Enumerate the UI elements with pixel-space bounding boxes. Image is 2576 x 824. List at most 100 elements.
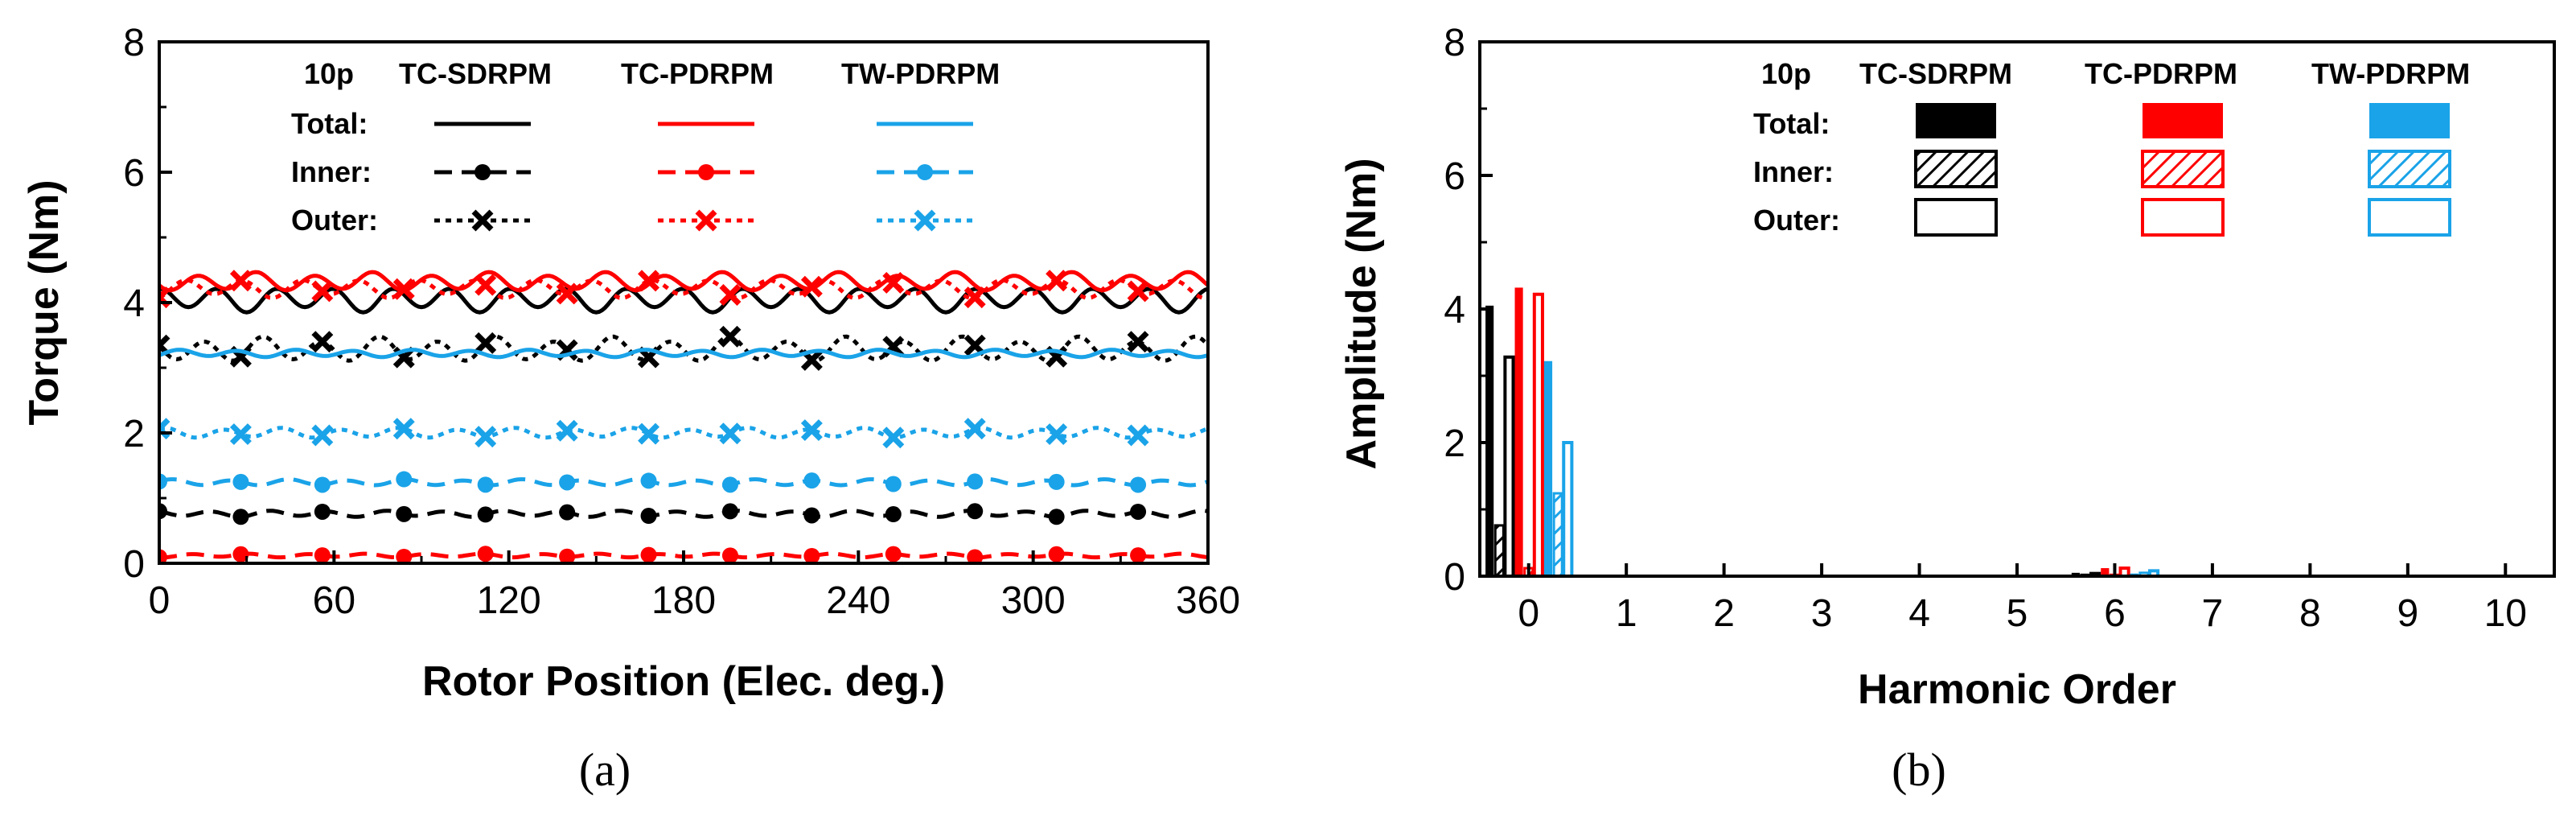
b-xtick-label: 1	[1616, 592, 1637, 635]
a-legend-swatches	[434, 122, 973, 232]
a-ytick-label: 2	[123, 413, 145, 455]
a-point-tc-pdrpm-outer	[311, 280, 334, 303]
a-legend-swatch-tc-pdrpm-inner	[658, 164, 754, 180]
a-point-tw-pdrpm-outer	[556, 419, 578, 442]
a-panel-label: (a)	[579, 744, 631, 796]
b-bar-tc-sdrpm-total	[2071, 572, 2080, 576]
a-point-tc-pdrpm-outer	[882, 271, 905, 294]
a-point-tw-pdrpm-outer	[1046, 423, 1068, 446]
a-point-tc-pdrpm-inner	[1048, 546, 1065, 562]
a-point-tc-sdrpm-inner	[477, 506, 494, 523]
b-series-tc-sdrpm-inner	[1493, 524, 2091, 576]
b-legend-swatches	[1914, 103, 2451, 237]
a-point-tw-pdrpm-outer	[311, 424, 334, 447]
a-series-tc-sdrpm-total	[159, 286, 1208, 315]
a-point-tc-sdrpm-inner	[559, 504, 576, 521]
b-ylabel: Amplitude (Nm)	[1338, 158, 1385, 469]
a-point-tc-pdrpm-outer	[963, 286, 986, 309]
b-xtick-label: 0	[1518, 592, 1539, 635]
b-bar-tw-pdrpm-outer	[1562, 441, 1574, 576]
b-legend: 10p TC-SDRPM TC-PDRPM TW-PDRPM Total: In…	[1753, 57, 2470, 237]
b-ytick-label: 0	[1444, 556, 1465, 599]
a-point-tw-pdrpm-inner	[721, 476, 738, 493]
b-ytick-label: 2	[1444, 422, 1465, 465]
b-legend-col-tw-pdrpm: TW-PDRPM	[2311, 57, 2470, 90]
a-point-tw-pdrpm-inner	[1048, 473, 1065, 490]
b-xtick-label: 7	[2202, 592, 2224, 635]
a-point-tc-pdrpm-inner	[232, 546, 249, 562]
harmonic-spectrum-chart: 0 1 2 3 4 5 6 7 8 9 10 0 2 4 6 8 Amplitude (Nm) Harmoni…	[1338, 22, 2556, 796]
a-point-tw-pdrpm-outer	[159, 418, 171, 440]
a-point-tc-sdrpm-outer	[719, 325, 742, 348]
a-point-tc-pdrpm-inner	[721, 547, 738, 563]
b-xtick-label: 2	[1713, 592, 1735, 635]
a-point-tw-pdrpm-outer	[229, 423, 252, 446]
b-legend-swatch-tc-pdrpm-total	[2143, 103, 2223, 138]
a-point-tw-pdrpm-inner	[477, 476, 494, 493]
a-xlabel: Rotor Position (Elec. deg.)	[422, 658, 945, 705]
a-point-tw-pdrpm-outer	[800, 419, 823, 442]
a-point-tw-pdrpm-inner	[885, 476, 902, 492]
a-xtick-label: 300	[1001, 579, 1066, 622]
a-point-tw-pdrpm-inner	[396, 471, 413, 488]
b-legend-swatch-tc-pdrpm-inner	[2141, 150, 2225, 188]
a-legend-col-tc-sdrpm: TC-SDRPM	[399, 57, 552, 90]
b-legend-col-tc-pdrpm: TC-PDRPM	[2085, 57, 2237, 90]
b-series-tw-pdrpm-total	[1543, 360, 2138, 576]
a-point-tc-sdrpm-inner	[885, 506, 902, 523]
a-point-tc-pdrpm-inner	[396, 548, 413, 563]
a-point-tc-pdrpm-inner	[159, 549, 167, 563]
a-point-tw-pdrpm-inner	[640, 472, 657, 489]
a-line-tc-pdrpm-total	[159, 270, 1208, 293]
a-point-tw-pdrpm-outer	[963, 418, 986, 440]
b-ytick-label: 4	[1444, 289, 1465, 332]
b-bar-tc-pdrpm-total	[2101, 568, 2110, 576]
a-point-tc-sdrpm-outer	[311, 331, 334, 353]
a-point-tw-pdrpm-outer	[638, 422, 660, 445]
torque-waveform-chart: 0 60 120 180 240 300 360 0 2 4 6 8 Torque (Nm) Roto…	[21, 22, 1240, 796]
b-series-tw-pdrpm-inner	[1552, 492, 2150, 576]
a-point-tc-pdrpm-outer	[800, 275, 823, 298]
b-xtick-label: 3	[1811, 592, 1833, 635]
a-legend-title: 10p	[304, 57, 354, 90]
a-legend-swatch-tc-pdrpm-outer	[658, 209, 754, 232]
b-legend-row-total: Total:	[1753, 107, 1830, 140]
b-bar-tc-pdrpm-total	[1514, 287, 1523, 576]
a-xtick-label: 180	[651, 579, 716, 622]
a-xtick-label: 120	[477, 579, 541, 622]
a-point-tc-pdrpm-inner	[477, 546, 494, 562]
b-xtick-label: 6	[2104, 592, 2126, 635]
a-axis-ticks: 0 60 120 180 240 300 360 0 2 4 6 8	[123, 22, 1240, 622]
b-legend-swatch-tc-sdrpm-outer	[1914, 198, 1998, 237]
a-ytick-label: 8	[123, 22, 145, 64]
b-xtick-label: 4	[1908, 592, 1930, 635]
b-legend-row-inner: Inner:	[1753, 155, 1834, 188]
a-point-tw-pdrpm-outer	[392, 418, 415, 440]
a-legend-col-tw-pdrpm: TW-PDRPM	[841, 57, 1000, 90]
a-series-group	[159, 270, 1208, 563]
a-point-tc-sdrpm-inner	[159, 503, 167, 520]
b-legend-swatch-tw-pdrpm-total	[2369, 103, 2450, 138]
b-axis-ticks: 0 1 2 3 4 5 6 7 8 9 10 0 2 4 6 8	[1444, 22, 2527, 635]
a-series-tc-pdrpm-total	[159, 270, 1208, 293]
b-bar-tc-pdrpm-outer	[1532, 292, 1544, 576]
a-series-tw-pdrpm-outer	[159, 418, 1208, 449]
a-xtick-label: 240	[826, 579, 890, 622]
a-legend-marker	[695, 209, 717, 232]
a-ytick-label: 6	[123, 152, 145, 195]
b-bars-group	[1485, 287, 2160, 576]
b-ytick-label: 8	[1444, 22, 1465, 64]
a-point-tc-pdrpm-outer	[556, 282, 578, 305]
a-ylabel: Torque (Nm)	[21, 179, 68, 425]
a-point-tc-pdrpm-outer	[719, 284, 742, 307]
a-xtick-label: 60	[313, 579, 355, 622]
a-point-tc-sdrpm-inner	[1048, 509, 1065, 525]
a-point-tc-sdrpm-inner	[1130, 503, 1147, 520]
a-point-tc-pdrpm-inner	[640, 546, 657, 563]
a-point-tc-sdrpm-inner	[232, 509, 249, 525]
a-point-tc-pdrpm-outer	[475, 274, 497, 296]
a-point-tc-pdrpm-outer	[638, 270, 660, 292]
b-series-tc-sdrpm-total	[1485, 305, 2080, 576]
b-ytick-label: 6	[1444, 155, 1465, 198]
a-point-tc-sdrpm-inner	[396, 505, 413, 522]
